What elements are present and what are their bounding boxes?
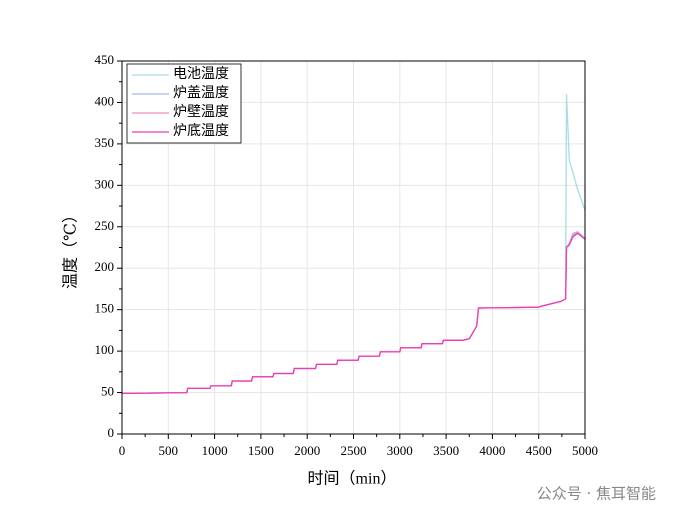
- x-tick-label: 2000: [294, 443, 320, 458]
- y-tick-label: 350: [95, 135, 115, 150]
- x-tick-label: 4500: [526, 443, 552, 458]
- x-tick-label: 1500: [248, 443, 274, 458]
- y-tick-label: 50: [101, 384, 114, 399]
- y-tick-label: 100: [95, 342, 115, 357]
- y-tick-label: 300: [95, 176, 115, 191]
- plot-frame: [121, 60, 586, 435]
- y-tick-label: 250: [95, 218, 115, 233]
- y-axis-label: 温度（℃）: [62, 207, 80, 289]
- x-tick-label: 3500: [433, 443, 459, 458]
- y-tick-label: 450: [95, 52, 115, 67]
- x-axis-label: 时间（min）: [308, 470, 397, 488]
- legend-box: [126, 63, 242, 144]
- legend-label: 炉底温度: [173, 123, 229, 139]
- y-tick-label: 150: [95, 301, 115, 316]
- y-tick-label: 0: [108, 425, 115, 440]
- x-tick-label: 500: [159, 443, 179, 458]
- x-tick-label: 5000: [572, 443, 598, 458]
- y-tick-label: 200: [95, 259, 115, 274]
- x-tick-label: 4000: [479, 443, 505, 458]
- x-tick-label: 1000: [202, 443, 228, 458]
- legend-label: 电池温度: [173, 66, 229, 82]
- x-tick-label: 3000: [387, 443, 413, 458]
- legend-label: 炉盖温度: [173, 85, 229, 101]
- legend-label: 炉壁温度: [173, 104, 229, 120]
- watermark: 公众号 · 焦耳智能: [537, 485, 656, 503]
- series-line: [121, 232, 586, 395]
- x-tick-label: 0: [119, 443, 126, 458]
- x-tick-label: 2500: [341, 443, 367, 458]
- y-tick-label: 400: [95, 93, 115, 108]
